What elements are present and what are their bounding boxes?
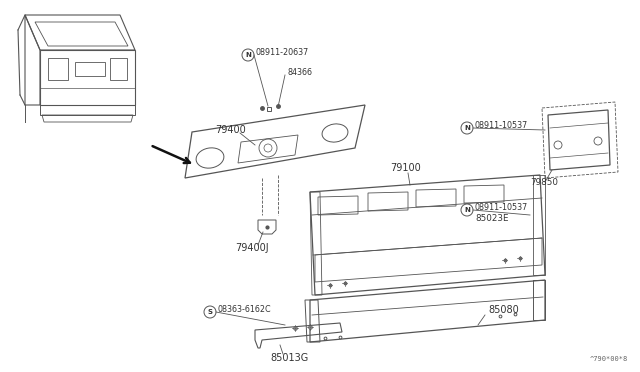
Text: 79400J: 79400J <box>235 243 269 253</box>
Text: N: N <box>464 207 470 213</box>
Text: 79100: 79100 <box>390 163 420 173</box>
Text: 85023E: 85023E <box>475 214 509 222</box>
Text: N: N <box>464 125 470 131</box>
Text: 79850: 79850 <box>530 177 558 186</box>
Text: 08911-10537: 08911-10537 <box>475 202 528 212</box>
Text: 79400: 79400 <box>215 125 246 135</box>
Text: 85013G: 85013G <box>270 353 308 363</box>
Text: N: N <box>245 52 251 58</box>
Text: S: S <box>207 309 212 315</box>
Text: 84366: 84366 <box>288 67 313 77</box>
Text: 08911-20637: 08911-20637 <box>256 48 309 57</box>
Text: 85080: 85080 <box>488 305 519 315</box>
Text: ^790*00*8: ^790*00*8 <box>589 356 628 362</box>
Text: 08911-10537: 08911-10537 <box>475 121 528 129</box>
Text: 08363-6162C: 08363-6162C <box>218 305 271 314</box>
